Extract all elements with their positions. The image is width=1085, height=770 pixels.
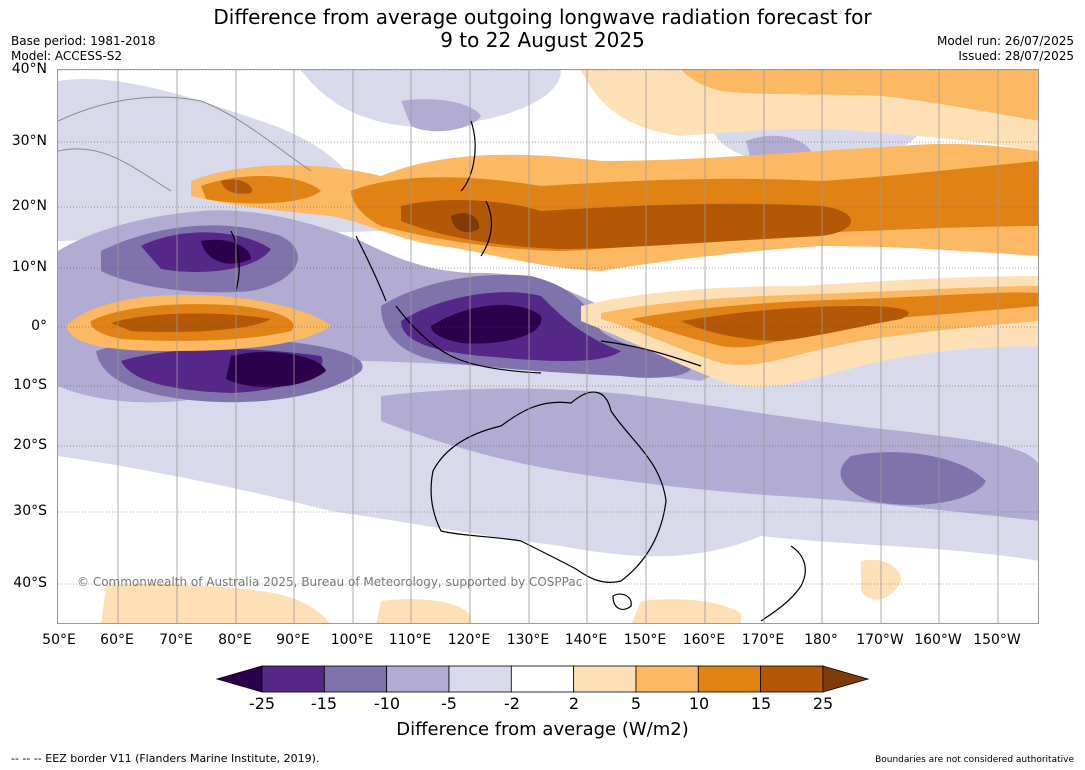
lat-label-10s: 10°S [13,377,47,393]
lon-label-100e: 100°E [330,632,374,648]
colorbar-tick-label: 2 [568,694,580,713]
model-run: Model run: 26/07/2025 [936,34,1074,48]
lon-label-140e: 140°E [564,632,608,648]
boundaries-disclaimer: Boundaries are not considered authoritat… [875,755,1074,765]
lon-label-180: 180° [804,632,838,648]
lon-label-80e: 80°E [218,632,252,648]
eez-border-legend: -- -- -- EEZ border V11 (Flanders Marine… [11,752,320,765]
lon-label-50e: 50°E [42,632,76,648]
lat-label-10n: 10°N [11,259,47,275]
colorbar-segment [510,665,575,693]
colorbar-tick-label: -10 [373,694,401,713]
lon-label-160w: 160°W [914,632,962,648]
colorbar-segment [760,665,824,693]
lon-label-160e: 160°E [682,632,726,648]
base-period: Base period: 1981-2018 [11,34,156,48]
colorbar-segment [261,665,325,693]
colorbar-segment [448,665,512,693]
colorbar-segment [697,665,762,693]
model-name: Model: ACCESS-S2 [11,49,123,63]
colorbar-tick-label: -15 [310,694,338,713]
lat-label-40s: 40°S [13,575,47,591]
map-title-line2: 9 to 22 August 2025 [440,28,645,52]
lon-label-110e: 110°E [388,632,432,648]
colorbar-arrow-high [822,665,870,693]
lon-label-60e: 60°E [100,632,134,648]
map-canvas [58,70,1038,623]
lon-label-150w: 150°W [973,632,1021,648]
lon-label-70e: 70°E [159,632,193,648]
lon-label-130e: 130°E [506,632,550,648]
lat-label-20n: 20°N [11,198,47,214]
lon-label-150e: 150°E [623,632,667,648]
lat-label-30s: 30°S [13,503,47,519]
colorbar-tick-label: 10 [688,694,710,713]
map-title-line1: Difference from average outgoing longwav… [213,5,872,29]
colorbar-tick-label: 25 [812,694,834,713]
lat-label-30n: 30°N [11,133,47,149]
colorbar-segment [323,665,388,693]
colorbar-tick-label: -2 [504,694,520,713]
colorbar-segment [573,665,637,693]
colorbar-tick-label: 15 [750,694,772,713]
lat-label-20s: 20°S [13,437,47,453]
copyright-notice: © Commonwealth of Australia 2025, Bureau… [77,575,583,589]
colorbar-title: Difference from average (W/m2) [396,719,689,740]
lon-label-170e: 170°E [741,632,785,648]
colorbar-tick-label: 5 [630,694,642,713]
colorbar-tick-label: -5 [441,694,457,713]
issued-date: Issued: 28/07/2025 [958,49,1074,63]
lon-label-90e: 90°E [276,632,310,648]
colorbar-arrow-low [216,665,263,693]
colorbar-tick-label: -25 [248,694,276,713]
colorbar-segment [635,665,699,693]
lat-label-eq: 0° [31,318,47,334]
lon-label-120e: 120°E [447,632,491,648]
olr-anomaly-map[interactable] [57,69,1039,624]
colorbar-segment [386,665,450,693]
lat-label-40n: 40°N [11,61,47,77]
lon-label-170w: 170°W [856,632,904,648]
colorbar [216,665,870,693]
